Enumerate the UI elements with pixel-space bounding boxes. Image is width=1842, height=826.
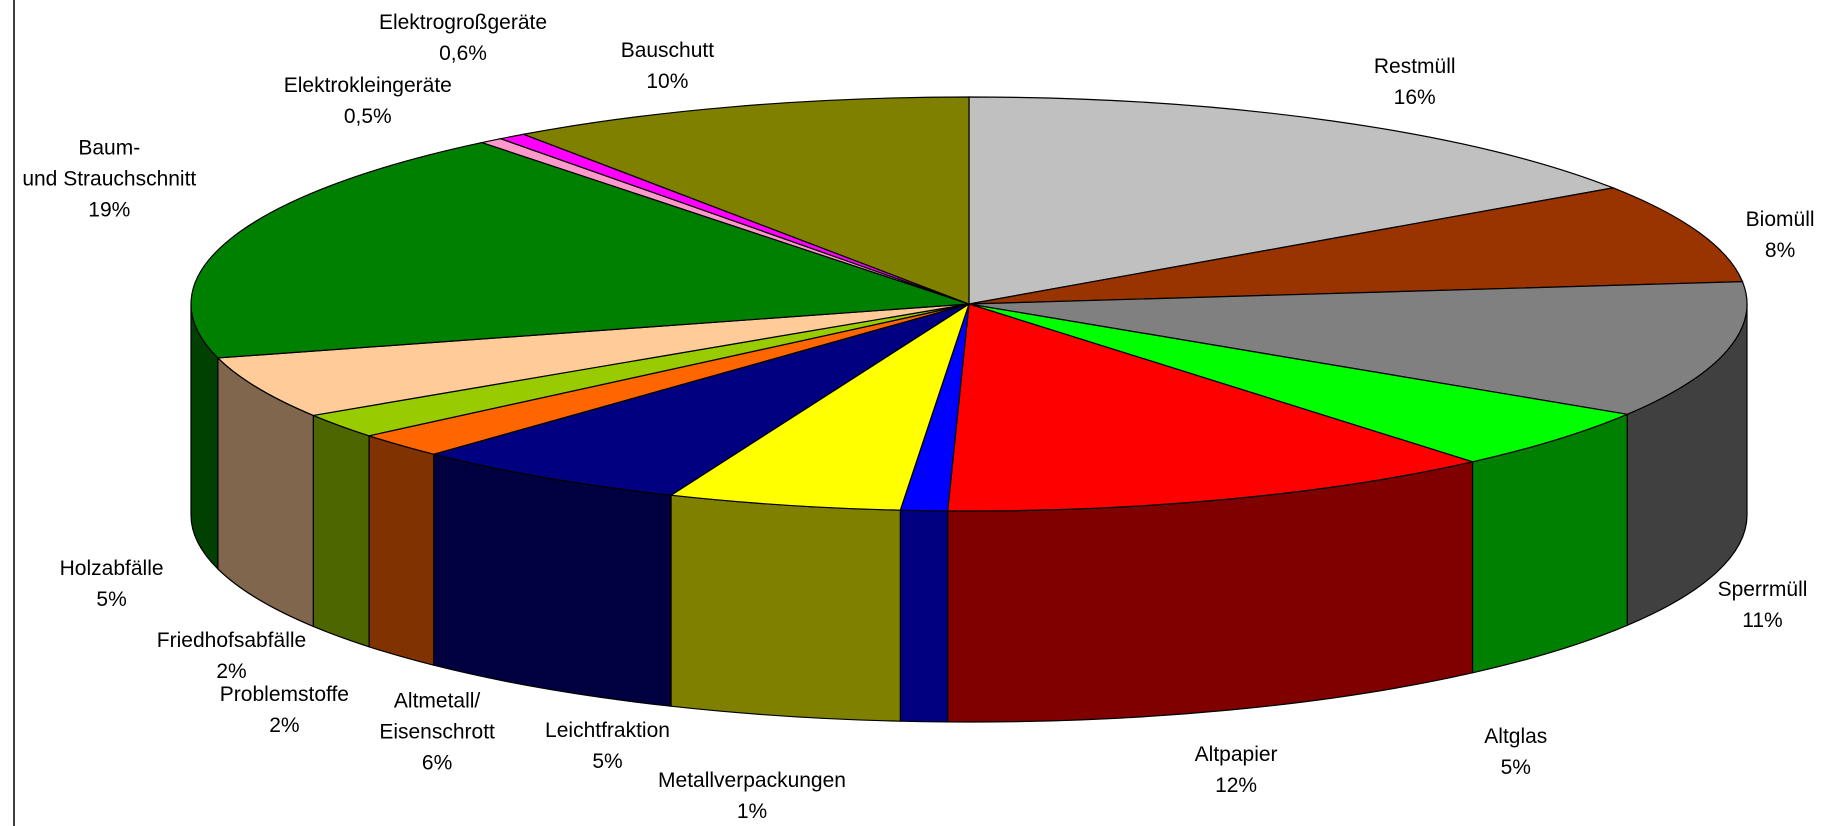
data-label: Altpapier 12% xyxy=(1195,739,1278,801)
data-label: Baum- und Strauchschnitt 19% xyxy=(22,132,196,225)
slice xyxy=(968,281,1748,415)
category-label: Elektrokleingeräte xyxy=(283,74,452,97)
data-label: Biomüll 8% xyxy=(1746,204,1815,266)
category-label: Friedhofsabfälle xyxy=(156,628,307,652)
data-label: Friedhofsabfälle 2% xyxy=(157,625,306,687)
category-label: Baum- und Strauchschnitt xyxy=(22,136,197,191)
data-label: Metallverpackungen 1% xyxy=(658,765,846,826)
slice xyxy=(216,303,970,417)
slice-side xyxy=(368,434,435,666)
slice-side xyxy=(670,494,901,722)
slice xyxy=(947,303,1475,512)
category-label: Altglas xyxy=(1484,725,1548,748)
slice-side xyxy=(312,414,370,648)
category-label: Holzabfälle xyxy=(59,557,164,580)
value-label: 0,5% xyxy=(343,105,392,128)
slice-side xyxy=(899,509,949,723)
slice xyxy=(968,96,1616,305)
value-label: 10% xyxy=(646,69,689,93)
data-label: Altglas 5% xyxy=(1484,721,1547,783)
category-label: Elektrogroßgeräte xyxy=(378,10,548,34)
category-label: Restmüll xyxy=(1373,55,1456,79)
value-label: 16% xyxy=(1393,86,1436,110)
value-label: 5% xyxy=(1500,756,1531,779)
value-label: 0,6% xyxy=(439,41,487,65)
data-label: Restmüll 16% xyxy=(1374,51,1456,113)
category-label: Leichtfraktion xyxy=(545,719,670,743)
slice xyxy=(521,96,970,305)
value-label: 11% xyxy=(1742,609,1783,633)
value-label: 2% xyxy=(216,659,247,683)
data-label: Holzabfälle 5% xyxy=(60,553,164,615)
category-label: Altmetall/ Eisenschrott xyxy=(379,689,495,744)
value-label: 5% xyxy=(96,588,127,611)
value-label: 8% xyxy=(1764,239,1796,262)
category-label: Sperrmüll xyxy=(1717,578,1808,602)
slice xyxy=(190,141,970,359)
value-label: 12% xyxy=(1215,773,1258,797)
category-label: Bauschutt xyxy=(620,38,715,62)
slice xyxy=(968,303,1630,463)
data-label: Leichtfraktion 5% xyxy=(545,715,670,777)
slice xyxy=(669,302,971,511)
data-label: Sperrmüll 11% xyxy=(1718,574,1808,636)
slice xyxy=(968,187,1744,305)
data-label: Problemstoffe 2% xyxy=(220,679,349,741)
slice xyxy=(431,303,970,496)
value-label: 2% xyxy=(269,713,300,737)
value-label: 1% xyxy=(736,799,768,823)
data-label: Elektrokleingeräte 0,5% xyxy=(284,70,452,132)
category-label: Altpapier xyxy=(1194,742,1278,766)
value-label: 19% xyxy=(88,198,131,222)
value-label: 6% xyxy=(421,751,453,775)
data-label: Altmetall/ Eisenschrott 6% xyxy=(379,686,495,779)
category-label: Problemstoffe xyxy=(219,682,349,706)
slice-side xyxy=(433,453,672,707)
value-label: 5% xyxy=(592,750,623,774)
data-label: Elektrogroßgeräte 0,6% xyxy=(379,7,547,69)
data-label: Bauschutt 10% xyxy=(621,35,714,97)
category-label: Biomüll xyxy=(1745,208,1815,231)
category-label: Metallverpackungen xyxy=(658,768,846,792)
